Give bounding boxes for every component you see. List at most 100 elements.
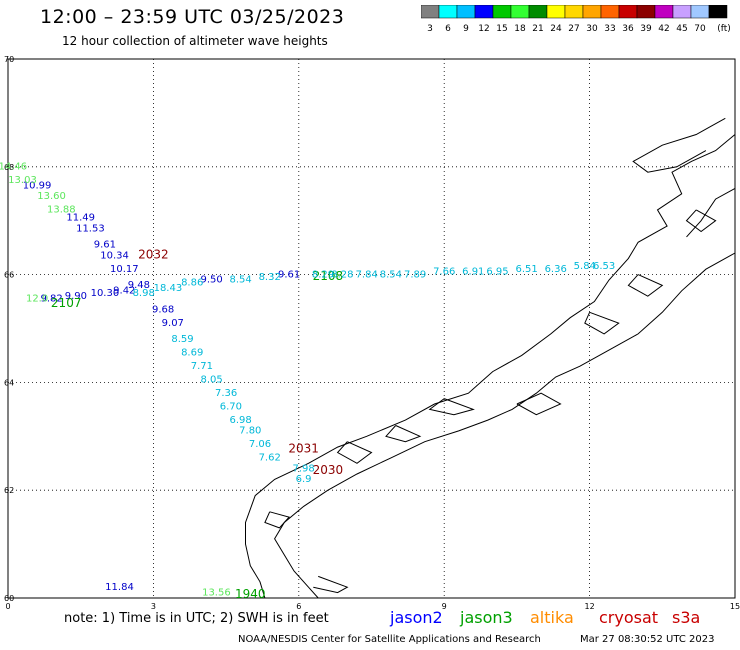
scale-swatch bbox=[708, 5, 728, 19]
scale-swatch bbox=[438, 5, 458, 19]
wave-height-label: 6.36 bbox=[545, 264, 567, 275]
wave-height-label: 8.54 bbox=[229, 275, 251, 286]
scale-label: 15 bbox=[496, 24, 507, 34]
page-title: 12:00 – 23:59 UTC 03/25/2023 bbox=[40, 6, 345, 28]
credits: NOAA/NESDIS Center for Satellite Applica… bbox=[238, 634, 541, 645]
coastline-segment bbox=[627, 274, 664, 297]
wave-height-label: 6.98 bbox=[229, 415, 251, 426]
scale-label: 45 bbox=[676, 24, 687, 34]
wave-height-label: 13.03 bbox=[8, 175, 37, 186]
scale-swatch bbox=[546, 5, 566, 19]
scale-label: 42 bbox=[658, 24, 669, 34]
scale-label: 30 bbox=[586, 24, 598, 34]
y-tick-label: 68 bbox=[4, 163, 14, 172]
wave-height-label: 9.61 bbox=[278, 269, 300, 280]
coastline-segment bbox=[336, 441, 373, 464]
wave-height-label: 9.82 bbox=[40, 294, 62, 305]
wave-height-label: 11.84 bbox=[105, 582, 134, 593]
wave-height-label: 7.98 bbox=[292, 463, 314, 474]
x-tick-label: 15 bbox=[730, 602, 740, 611]
scale-swatch bbox=[492, 5, 512, 19]
wave-height-label: 6.95 bbox=[486, 267, 508, 278]
wave-height-label: 7.62 bbox=[259, 453, 281, 464]
pass-id-label: 1940 bbox=[235, 587, 266, 601]
wave-height-label: 14.46 bbox=[0, 162, 27, 173]
wave-height-label: 10.99 bbox=[23, 180, 52, 191]
wave-height-label: 9.90 bbox=[65, 291, 87, 302]
wave-height-label: 12.0 bbox=[26, 294, 48, 305]
wave-height-label: 7.89 bbox=[404, 269, 426, 280]
wave-height-label: 7.71 bbox=[191, 361, 213, 372]
pass-id-label: 2030 bbox=[313, 463, 344, 477]
wave-height-label: 9.68 bbox=[152, 304, 174, 315]
wave-height-label: 7.84 bbox=[356, 269, 378, 280]
wave-height-label: 13.60 bbox=[37, 191, 66, 202]
y-tick-label: 64 bbox=[4, 378, 14, 387]
y-tick-label: 66 bbox=[4, 271, 14, 280]
scale-label: 18 bbox=[514, 24, 526, 34]
wave-height-label: 11.49 bbox=[66, 213, 95, 224]
footer-note: note: 1) Time is in UTC; 2) SWH is in fe… bbox=[64, 611, 329, 626]
pass-id-label: 2031 bbox=[288, 442, 319, 456]
wave-height-label: 9.61 bbox=[94, 240, 116, 251]
scale-swatch bbox=[456, 5, 476, 19]
wave-height-label: 6.91 bbox=[462, 267, 484, 278]
wave-height-label: 7.80 bbox=[239, 426, 261, 437]
wave-height-label: 8.98 bbox=[133, 288, 155, 299]
wave-height-label: 8.59 bbox=[171, 334, 193, 345]
wave-height-label: 6.9 bbox=[296, 474, 312, 485]
wave-height-label: 6.53 bbox=[593, 261, 615, 272]
wave-height-label: 18.43 bbox=[154, 283, 183, 294]
page-subtitle: 12 hour collection of altimeter wave hei… bbox=[62, 34, 328, 48]
coastline-segment bbox=[245, 134, 736, 599]
legend-altika: altika bbox=[530, 608, 574, 627]
coastline-segment bbox=[686, 187, 736, 238]
scale-label: 21 bbox=[532, 24, 543, 34]
coastline-segment bbox=[685, 209, 717, 233]
scale-swatch bbox=[510, 5, 530, 19]
legend-jason3: jason3 bbox=[460, 608, 513, 627]
wave-height-label: 8.54 bbox=[380, 269, 402, 280]
scale-label: (ft) bbox=[717, 24, 731, 34]
pass-id-label: 2108 bbox=[313, 269, 344, 283]
legend-jason2: jason2 bbox=[390, 608, 443, 627]
coastline-segment bbox=[264, 511, 291, 529]
lat-lon-grid bbox=[7, 58, 736, 599]
x-tick-label: 0 bbox=[5, 602, 10, 611]
pass-id-label: 2032 bbox=[138, 247, 169, 261]
wave-height-label: 11.53 bbox=[76, 224, 105, 235]
wave-height-label: 10.30 bbox=[91, 288, 120, 299]
scale-swatch bbox=[690, 5, 710, 19]
scale-label: 33 bbox=[604, 24, 615, 34]
scale-label: 12 bbox=[478, 24, 489, 34]
legend-cryosat: cryosat bbox=[599, 608, 659, 627]
wave-height-label: 6.51 bbox=[515, 264, 537, 275]
scale-label: 27 bbox=[568, 24, 579, 34]
wave-height-label: 8.69 bbox=[181, 347, 203, 358]
scale-label: 70 bbox=[694, 24, 706, 34]
scale-label: 36 bbox=[622, 24, 634, 34]
wave-height-label: 8.05 bbox=[200, 374, 222, 385]
wave-height-label: 8.32 bbox=[259, 272, 281, 283]
wave-height-label: 9.07 bbox=[162, 318, 184, 329]
wave-height-label: 8.29 bbox=[312, 269, 334, 280]
wave-height-label: 8.86 bbox=[181, 277, 203, 288]
scale-label: 9 bbox=[463, 24, 469, 34]
wave-height-label: 9.48 bbox=[128, 280, 150, 291]
wave-height-label: 13.56 bbox=[202, 587, 231, 598]
y-tick-label: 70 bbox=[4, 55, 14, 64]
x-tick-label: 6 bbox=[296, 602, 301, 611]
wave-height-label: 10.17 bbox=[110, 264, 139, 275]
wave-height-label: 7.36 bbox=[215, 388, 237, 399]
coastline-segment bbox=[584, 311, 620, 335]
scale-label: 6 bbox=[445, 24, 451, 34]
color-scale-legend: 3 6 9 12 15 18 21 24 27 30 33 36 39 42 45 70 (ft) bbox=[421, 5, 731, 34]
scale-swatch bbox=[618, 5, 638, 19]
coastline bbox=[245, 117, 736, 599]
coastline-segment bbox=[632, 117, 726, 173]
wave-height-label: 5.84 bbox=[574, 261, 596, 272]
timestamp: Mar 27 08:30:52 UTC 2023 bbox=[580, 634, 715, 645]
scale-label: 24 bbox=[550, 24, 562, 34]
legend-s3a: s3a bbox=[672, 608, 701, 627]
wave-height-label: 13.88 bbox=[47, 205, 76, 216]
